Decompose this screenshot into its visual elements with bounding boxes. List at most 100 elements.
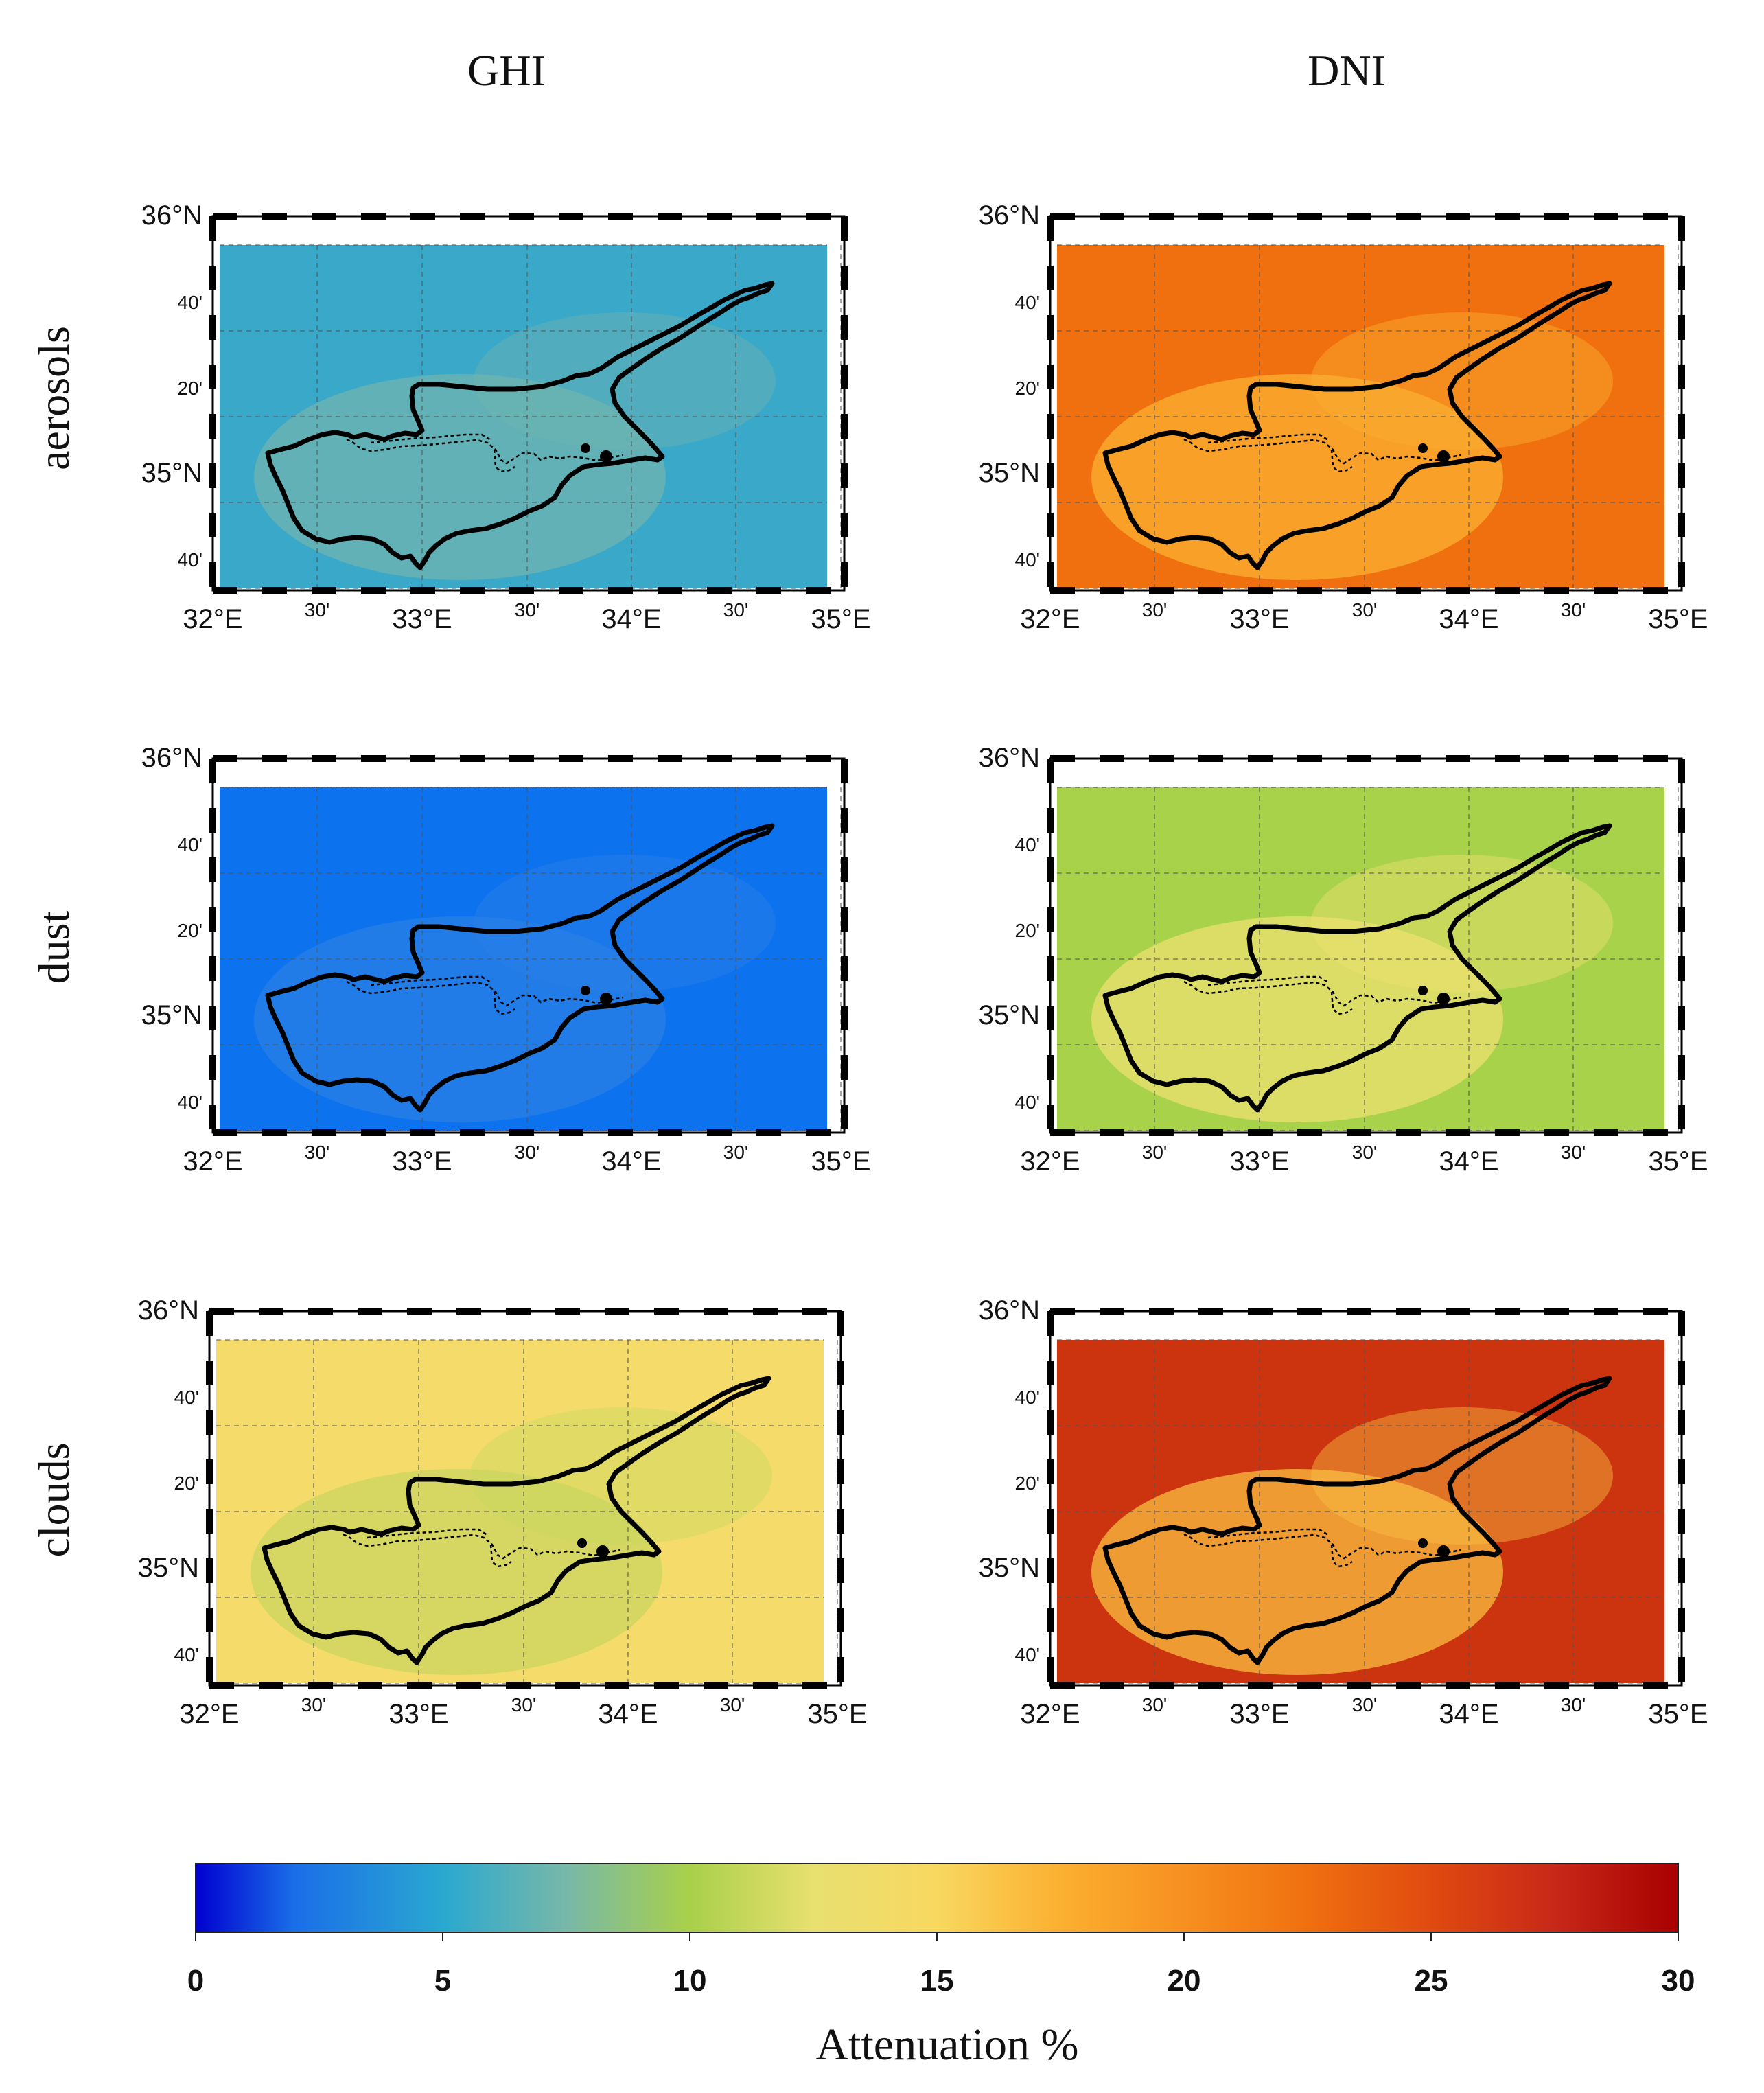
enclave-marker <box>1418 443 1428 453</box>
y-axis-minor-label: 40' <box>1015 549 1041 570</box>
colorbar-tick-label: 15 <box>920 1964 954 1998</box>
cyprus-outline <box>262 1376 771 1665</box>
cyprus-outline <box>265 281 775 570</box>
x-axis-minor-label: 30' <box>1352 599 1378 621</box>
x-axis-major-label: 32°E <box>1020 1699 1080 1729</box>
x-axis-major-label: 35°E <box>1648 604 1708 634</box>
x-axis-major-label: 32°E <box>1020 1146 1080 1177</box>
map-frame <box>206 1308 844 1689</box>
x-axis-major-label: 35°E <box>1648 1146 1708 1177</box>
field-land-anomaly <box>1311 1407 1613 1545</box>
enclave-marker <box>1418 986 1428 995</box>
column-title-ghi: GHI <box>467 46 546 95</box>
map-panel-clouds-dni: 32°E 33°E 34°E 35°E 30' 30' 30' 36°N 35°N 40' 20' 4… <box>979 1295 1708 1729</box>
x-axis-major-label: 33°E <box>392 1146 452 1177</box>
x-axis-minor-label: 30' <box>723 599 749 621</box>
y-axis-major-label: 36°N <box>979 200 1040 231</box>
x-axis-major-label: 33°E <box>1229 1146 1289 1177</box>
x-axis-minor-label: 30' <box>511 1694 537 1715</box>
y-axis-major-label: 35°N <box>979 1000 1040 1030</box>
x-axis-major-label: 35°E <box>811 604 870 634</box>
x-axis-major-label: 32°E <box>183 604 242 634</box>
y-axis-minor-label: 40' <box>1015 1644 1041 1665</box>
x-axis-major-label: 34°E <box>1439 1699 1498 1729</box>
map-panel-aerosols-dni: 32°E 33°E 34°E 35°E 30' 30' 30' 36°N 35°N 40' 20' 4… <box>979 200 1708 634</box>
x-axis-major-label: 35°E <box>811 1146 870 1177</box>
map-frame <box>209 755 848 1136</box>
x-axis-major-label: 34°E <box>1439 604 1498 634</box>
colorbar-tick-label: 30 <box>1662 1964 1695 1998</box>
colorbar-title: Attenuation % <box>815 2020 1078 2070</box>
y-axis-minor-label: 40' <box>174 1644 200 1665</box>
x-axis-minor-label: 30' <box>515 1142 540 1163</box>
x-axis-major-label: 32°E <box>183 1146 242 1177</box>
y-axis-minor-label: 40' <box>178 549 203 570</box>
cyprus-outline <box>1102 1376 1612 1665</box>
colorbar <box>195 1863 1679 1933</box>
row-label-clouds: clouds <box>30 1442 78 1557</box>
x-axis-major-label: 33°E <box>388 1699 448 1729</box>
row-label-aerosols: aerosols <box>30 326 78 470</box>
field-land-anomaly <box>1091 916 1503 1122</box>
cyprus-outline <box>1102 281 1612 570</box>
enclave-marker <box>581 443 590 453</box>
enclave-marker <box>596 1545 609 1558</box>
x-axis-minor-label: 30' <box>1561 1694 1586 1715</box>
enclave-marker <box>1418 1538 1428 1548</box>
y-axis-minor-label: 40' <box>1015 834 1041 855</box>
map-frame <box>1047 213 1685 594</box>
y-axis-major-label: 36°N <box>979 1295 1040 1326</box>
x-axis-minor-label: 30' <box>1352 1694 1378 1715</box>
x-axis-minor-label: 30' <box>720 1694 745 1715</box>
internal-border <box>346 975 624 1015</box>
internal-border <box>1183 433 1461 473</box>
column-title-dni: DNI <box>1308 46 1386 95</box>
map-panel-dust-ghi: 32°E 33°E 34°E 35°E 30' 30' 30' 36°N 35°N 40' 20' 4… <box>141 743 871 1177</box>
map-panel-clouds-ghi: 32°E 33°E 34°E 35°E 30' 30' 30' 36°N 35°N 40' 20' 4… <box>138 1295 868 1729</box>
internal-border <box>343 1528 620 1568</box>
y-axis-major-label: 36°N <box>141 743 202 773</box>
x-axis-major-label: 33°E <box>1229 1699 1289 1729</box>
x-axis-minor-label: 30' <box>1142 1694 1168 1715</box>
enclave-marker <box>1437 1545 1450 1558</box>
colorbar-tick-label: 25 <box>1415 1964 1448 1998</box>
x-axis-major-label: 34°E <box>601 604 661 634</box>
map-frame <box>1047 1308 1685 1689</box>
x-axis-major-label: 34°E <box>601 1146 661 1177</box>
y-axis-minor-label: 40' <box>178 292 203 313</box>
x-axis-minor-label: 30' <box>1142 1142 1168 1163</box>
y-axis-major-label: 35°N <box>979 458 1040 488</box>
y-axis-minor-label: 40' <box>174 1387 200 1408</box>
y-axis-minor-label: 20' <box>1015 920 1041 941</box>
cyprus-outline <box>1102 823 1612 1113</box>
field-land-anomaly <box>251 1469 662 1675</box>
x-axis-minor-label: 30' <box>1561 1142 1586 1163</box>
x-axis-major-label: 32°E <box>179 1699 239 1729</box>
map-frame <box>1047 755 1685 1136</box>
enclave-marker <box>581 986 590 995</box>
x-axis-major-label: 32°E <box>1020 604 1080 634</box>
x-axis-major-label: 35°E <box>1648 1699 1708 1729</box>
enclave-marker <box>1437 993 1450 1005</box>
internal-border <box>1183 975 1461 1015</box>
x-axis-minor-label: 30' <box>1561 599 1586 621</box>
y-axis-major-label: 35°N <box>979 1553 1040 1583</box>
x-axis-minor-label: 30' <box>1142 599 1168 621</box>
colorbar-tick-label: 5 <box>434 1964 451 1998</box>
y-axis-minor-label: 20' <box>174 1472 200 1494</box>
map-frame <box>209 213 848 594</box>
internal-border <box>346 433 624 473</box>
y-axis-minor-label: 40' <box>178 1091 203 1113</box>
x-axis-minor-label: 30' <box>305 599 330 621</box>
y-axis-minor-label: 20' <box>1015 1472 1041 1494</box>
x-axis-major-label: 34°E <box>1439 1146 1498 1177</box>
row-label-dust: dust <box>30 910 78 984</box>
field-land-anomaly <box>1091 1469 1503 1675</box>
y-axis-minor-label: 20' <box>178 378 203 399</box>
y-axis-minor-label: 20' <box>1015 378 1041 399</box>
internal-border <box>1183 1528 1461 1568</box>
field-land-anomaly <box>254 374 666 580</box>
y-axis-minor-label: 40' <box>1015 1091 1041 1113</box>
x-axis-major-label: 33°E <box>392 604 452 634</box>
y-axis-major-label: 35°N <box>141 458 202 488</box>
